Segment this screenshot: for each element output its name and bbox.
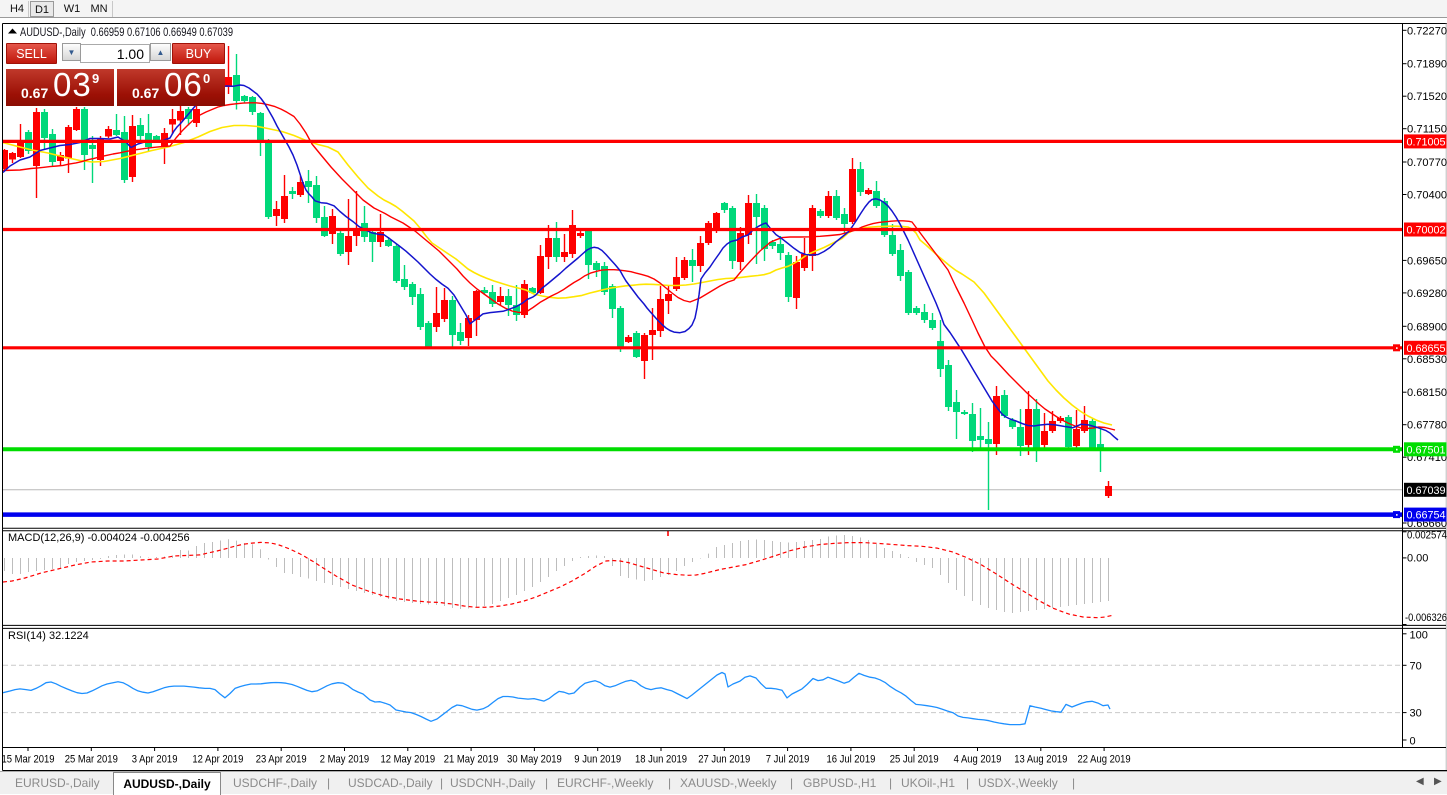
- svg-text:0.71005: 0.71005: [1407, 136, 1446, 148]
- svg-text:0.68900: 0.68900: [1407, 321, 1447, 333]
- svg-text:2 May 2019: 2 May 2019: [320, 754, 370, 766]
- svg-text:15 Mar 2019: 15 Mar 2019: [1, 754, 54, 766]
- svg-text:0.68655: 0.68655: [1407, 343, 1446, 355]
- svg-text:25 Jul 2019: 25 Jul 2019: [890, 754, 939, 766]
- svg-text:-0.006326: -0.006326: [1405, 612, 1447, 624]
- svg-text:0: 0: [1410, 736, 1416, 748]
- svg-text:0.71150: 0.71150: [1407, 124, 1447, 136]
- svg-text:0.69280: 0.69280: [1407, 288, 1447, 300]
- svg-text:100: 100: [1410, 630, 1428, 642]
- svg-text:7 Jul 2019: 7 Jul 2019: [766, 754, 810, 766]
- svg-text:23 Apr 2019: 23 Apr 2019: [256, 754, 307, 766]
- svg-text:0.67039: 0.67039: [1407, 485, 1446, 497]
- svg-text:MACD(12,26,9) -0.004024 -0.004: MACD(12,26,9) -0.004024 -0.004256: [8, 532, 190, 544]
- svg-text:25 Mar 2019: 25 Mar 2019: [65, 754, 118, 766]
- svg-text:0.002574: 0.002574: [1407, 530, 1447, 542]
- svg-text:27 Jun 2019: 27 Jun 2019: [698, 754, 750, 766]
- svg-text:0.70770: 0.70770: [1407, 157, 1447, 169]
- svg-text:70: 70: [1410, 660, 1422, 672]
- svg-text:12 May 2019: 12 May 2019: [380, 754, 435, 766]
- svg-text:30: 30: [1410, 708, 1422, 720]
- svg-text:3 Apr 2019: 3 Apr 2019: [132, 754, 178, 766]
- svg-text:4 Aug 2019: 4 Aug 2019: [954, 754, 1002, 766]
- svg-text:AUDUSD-,Daily 0.66959 0.67106: AUDUSD-,Daily 0.66959 0.67106 0.66949 0.…: [20, 25, 233, 39]
- svg-text:18 Jun 2019: 18 Jun 2019: [635, 754, 687, 766]
- svg-text:0.67780: 0.67780: [1407, 420, 1447, 432]
- svg-text:0.72270: 0.72270: [1407, 25, 1447, 37]
- svg-text:0.68150: 0.68150: [1407, 387, 1447, 399]
- svg-text:21 May 2019: 21 May 2019: [444, 754, 499, 766]
- svg-text:RSI(14) 32.1224: RSI(14) 32.1224: [8, 630, 89, 642]
- svg-text:16 Jul 2019: 16 Jul 2019: [826, 754, 875, 766]
- svg-text:9 Jun 2019: 9 Jun 2019: [574, 754, 621, 766]
- svg-text:0.71520: 0.71520: [1407, 91, 1447, 103]
- svg-text:0.66754: 0.66754: [1407, 510, 1446, 522]
- svg-text:0.68530: 0.68530: [1407, 354, 1447, 366]
- svg-text:0.70002: 0.70002: [1407, 225, 1446, 237]
- svg-text:0.71890: 0.71890: [1407, 59, 1447, 71]
- svg-text:13 Aug 2019: 13 Aug 2019: [1014, 754, 1067, 766]
- svg-text:0.70400: 0.70400: [1407, 190, 1447, 202]
- svg-text:30 May 2019: 30 May 2019: [507, 754, 562, 766]
- svg-text:0.67501: 0.67501: [1407, 444, 1446, 456]
- svg-text:12 Apr 2019: 12 Apr 2019: [192, 754, 243, 766]
- svg-text:0.00: 0.00: [1407, 553, 1428, 565]
- svg-text:0.69650: 0.69650: [1407, 255, 1447, 267]
- svg-text:22 Aug 2019: 22 Aug 2019: [1078, 754, 1131, 766]
